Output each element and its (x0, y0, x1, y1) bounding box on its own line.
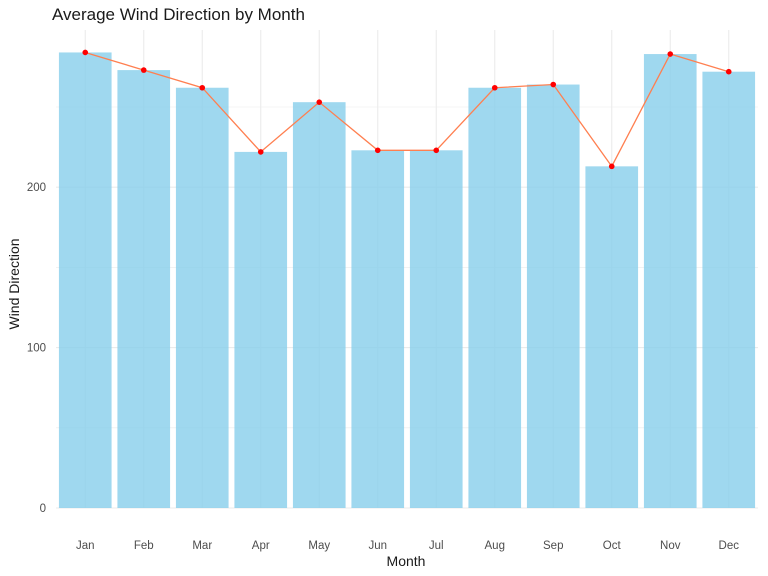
trend-line (85, 51, 729, 168)
x-tick-label: Aug (485, 540, 505, 552)
bar-may (292, 102, 346, 508)
bar-jan (58, 52, 112, 509)
x-tick-label: Jun (368, 540, 387, 552)
bar-nov (643, 54, 697, 509)
x-tick-label: Mar (192, 540, 212, 552)
x-tick-label: Oct (603, 540, 622, 552)
bar-oct (585, 166, 639, 508)
point-sep (550, 81, 557, 88)
point-oct (608, 163, 615, 170)
y-tick-label: 0 (40, 503, 46, 515)
y-tick-label: 100 (27, 343, 46, 355)
bar-jun (351, 150, 405, 509)
x-tick-label: Feb (134, 540, 154, 552)
y-tick-label: 200 (27, 182, 46, 194)
y-axis-ticks: 0 100 200 (27, 182, 46, 515)
point-nov (667, 51, 674, 57)
point-jul (433, 147, 440, 154)
point-apr (257, 149, 264, 155)
x-axis-title: Month (387, 553, 426, 569)
x-tick-label: May (308, 540, 330, 552)
point-feb (140, 67, 147, 73)
point-may (316, 99, 323, 105)
x-axis-ticks: Jan Feb Mar Apr May Jun Jul Aug Sep Oct Nov Dec (76, 540, 739, 552)
x-tick-label: Dec (719, 540, 740, 552)
point-aug (491, 84, 498, 91)
point-dec (725, 68, 732, 75)
y-axis-title: Wind Direction (6, 238, 22, 329)
bar-dec (702, 71, 756, 508)
point-mar (199, 84, 206, 91)
bar-mar (175, 87, 229, 508)
point-series (82, 49, 732, 170)
x-tick-label: Apr (252, 540, 270, 552)
bar-apr (234, 151, 288, 508)
point-jun (374, 147, 381, 154)
bar-sep (526, 84, 580, 508)
bar-aug (468, 87, 522, 508)
x-tick-label: Nov (660, 540, 681, 552)
x-tick-label: Jul (429, 540, 444, 552)
chart-title: Average Wind Direction by Month (52, 5, 305, 24)
x-tick-label: Jan (76, 540, 95, 552)
bar-series (58, 52, 756, 509)
point-jan (82, 49, 89, 56)
line-series (85, 51, 729, 168)
bar-jul (409, 150, 463, 509)
x-tick-label: Sep (543, 540, 563, 552)
bar-feb (117, 70, 171, 508)
